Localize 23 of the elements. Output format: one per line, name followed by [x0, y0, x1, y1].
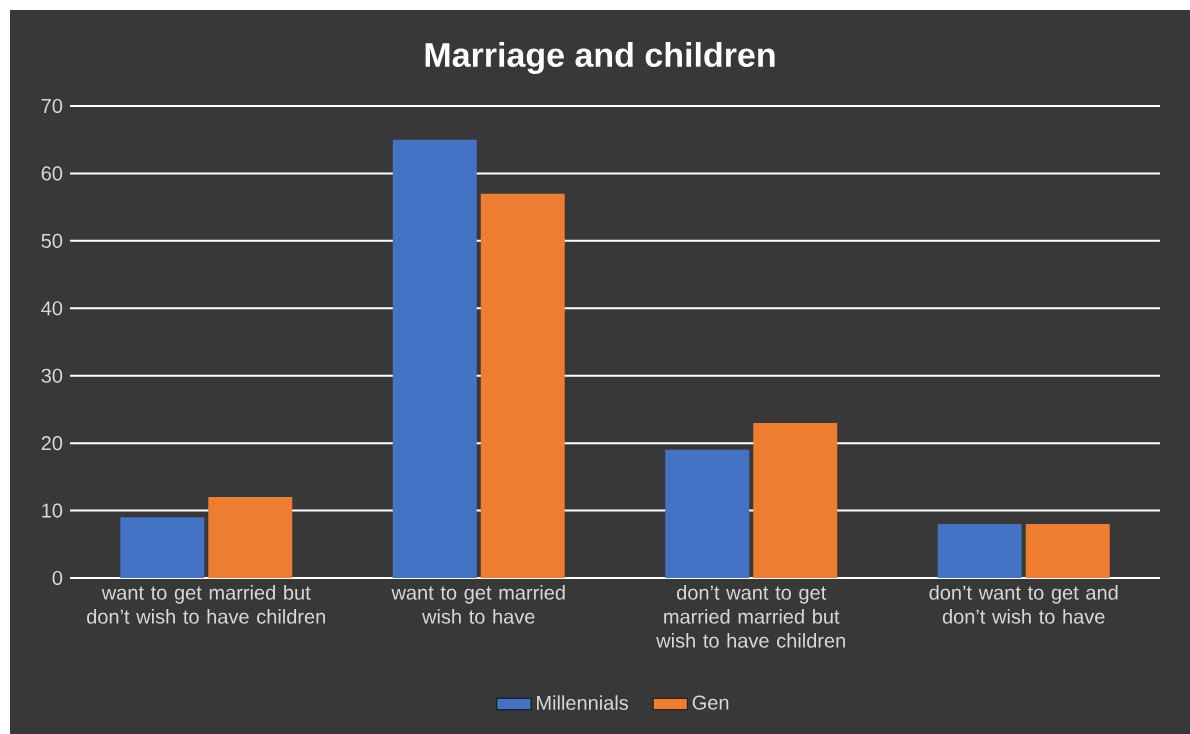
x-tick-label: want to get married but don’t wish to have children: [87, 585, 325, 624]
y-tick-label: 10: [42, 503, 63, 518]
bar: [937, 524, 1022, 578]
legend-label: Millennials: [537, 695, 629, 710]
y-tick-label: 60: [41, 166, 63, 181]
y-tick-label: 40: [41, 301, 63, 316]
bar: [392, 139, 477, 578]
x-tick-label: don’t want to get married married but wish to have children: [656, 585, 845, 648]
legend-label: Gen: [692, 695, 729, 710]
chart-title: Marriage and children: [425, 42, 775, 74]
y-tick-label: 0: [52, 570, 63, 586]
bar: [1025, 524, 1110, 578]
bar: [208, 497, 293, 578]
y-tick-label: 30: [41, 368, 63, 383]
y-tick-label: 50: [41, 233, 63, 248]
x-tick-label: want to get married wish to have: [391, 585, 565, 624]
y-tick-label: 20: [41, 436, 63, 451]
bar: [753, 422, 838, 578]
bar: [665, 449, 750, 578]
bar: [480, 193, 565, 578]
x-tick-label: don’t want to get and don’t wish to have: [929, 585, 1118, 624]
bar: [120, 517, 205, 578]
y-tick-label: 70: [41, 98, 63, 114]
